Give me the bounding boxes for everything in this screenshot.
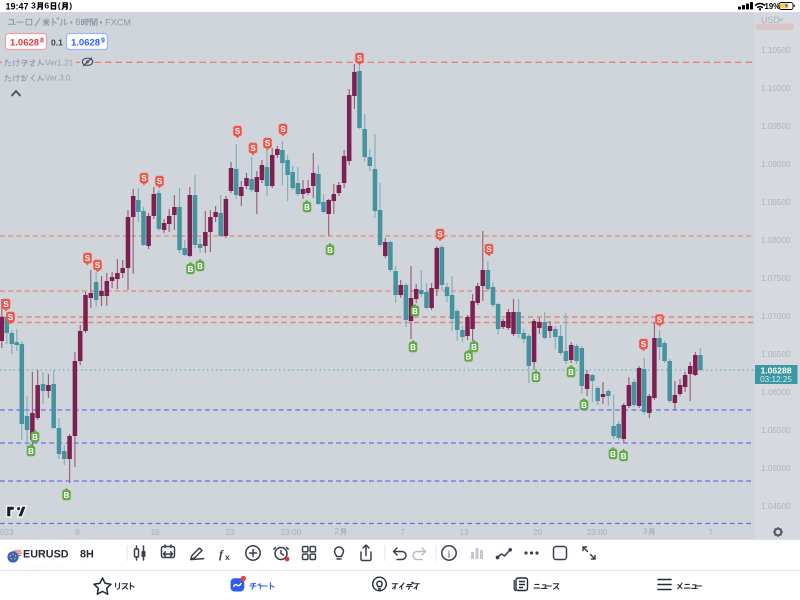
svg-text:S: S [141, 174, 147, 183]
svg-text:B: B [610, 450, 616, 459]
svg-text:B: B [197, 262, 203, 271]
svg-text:i: i [448, 550, 451, 561]
svg-text:S: S [280, 125, 286, 134]
svg-text:B: B [28, 447, 34, 456]
svg-text:3: 3 [31, 1, 36, 11]
svg-text:20: 20 [533, 528, 543, 537]
svg-text:S: S [486, 245, 492, 254]
svg-text:1.06000: 1.06000 [761, 388, 791, 397]
svg-text:23: 23 [225, 528, 235, 537]
svg-text:S: S [3, 300, 9, 309]
svg-text:19%: 19% [765, 2, 781, 11]
svg-text:x: x [225, 552, 230, 562]
svg-text:Ver.3.0: Ver.3.0 [45, 74, 71, 83]
svg-text:7: 7 [708, 528, 713, 537]
svg-text:13: 13 [459, 528, 469, 537]
svg-text:B: B [568, 368, 574, 377]
svg-text:0.1: 0.1 [51, 38, 63, 48]
svg-text:1.05500: 1.05500 [761, 426, 791, 435]
svg-text:023: 023 [0, 528, 14, 537]
svg-text:19:47: 19:47 [6, 2, 29, 12]
svg-text:9: 9 [101, 38, 105, 45]
svg-text:S: S [250, 144, 256, 153]
svg-text:B: B [621, 452, 627, 461]
svg-text:B: B [64, 491, 70, 500]
svg-text:EURUSD: EURUSD [23, 549, 69, 561]
svg-text:03:12:25: 03:12:25 [760, 375, 792, 384]
svg-text:B: B [304, 203, 310, 212]
svg-text:S: S [657, 315, 663, 324]
svg-text:1.07000: 1.07000 [761, 312, 791, 321]
svg-text:1.10500: 1.10500 [761, 46, 791, 55]
svg-text:1.05000: 1.05000 [761, 464, 791, 473]
svg-text:S: S [357, 54, 363, 63]
svg-text:7: 7 [400, 528, 405, 537]
svg-text:f: f [219, 547, 224, 561]
svg-text:1.0628: 1.0628 [10, 38, 39, 49]
svg-text:S: S [157, 177, 163, 186]
svg-text:B: B [471, 343, 477, 352]
svg-text:Ver1.21: Ver1.21 [45, 58, 74, 67]
svg-text:1.0628: 1.0628 [71, 38, 100, 49]
svg-text:S: S [437, 230, 443, 239]
svg-text:FXCM: FXCM [105, 18, 131, 28]
svg-text:1.08500: 1.08500 [761, 198, 791, 207]
svg-text:1.06500: 1.06500 [761, 350, 791, 359]
svg-text:8: 8 [75, 17, 80, 27]
svg-text:B: B [188, 265, 194, 274]
svg-text:B: B [533, 373, 539, 382]
svg-text:S: S [85, 254, 91, 263]
svg-text:23:00: 23:00 [281, 528, 302, 537]
svg-text:S: S [8, 313, 14, 322]
svg-text:1.06288: 1.06288 [760, 366, 791, 376]
svg-text:B: B [581, 401, 587, 410]
svg-text:1.04500: 1.04500 [761, 502, 791, 511]
svg-text:S: S [265, 139, 271, 148]
svg-text:3: 3 [643, 527, 648, 536]
svg-text:8H: 8H [80, 549, 94, 561]
svg-text:1.09000: 1.09000 [761, 160, 791, 169]
svg-text:S: S [95, 261, 101, 270]
svg-text:16: 16 [150, 528, 160, 537]
svg-text:1.08000: 1.08000 [761, 236, 791, 245]
svg-text:B: B [410, 343, 416, 352]
svg-text:6: 6 [44, 1, 49, 11]
svg-text:): ) [69, 1, 72, 11]
svg-text:23:00: 23:00 [587, 528, 608, 537]
svg-text:1.07500: 1.07500 [761, 274, 791, 283]
svg-text:B: B [466, 352, 472, 361]
svg-text:1.10000: 1.10000 [761, 84, 791, 93]
svg-text:B: B [32, 433, 38, 442]
svg-text:9: 9 [75, 528, 80, 537]
svg-text:2: 2 [335, 527, 340, 536]
svg-text:B: B [412, 307, 418, 316]
svg-text:S: S [641, 340, 647, 349]
svg-text:S: S [235, 127, 241, 136]
svg-text:USD: USD [761, 15, 781, 25]
svg-text:(: ( [58, 1, 61, 11]
svg-text:1.09500: 1.09500 [761, 122, 791, 131]
svg-text:B: B [327, 246, 333, 255]
svg-text:8: 8 [40, 38, 44, 45]
